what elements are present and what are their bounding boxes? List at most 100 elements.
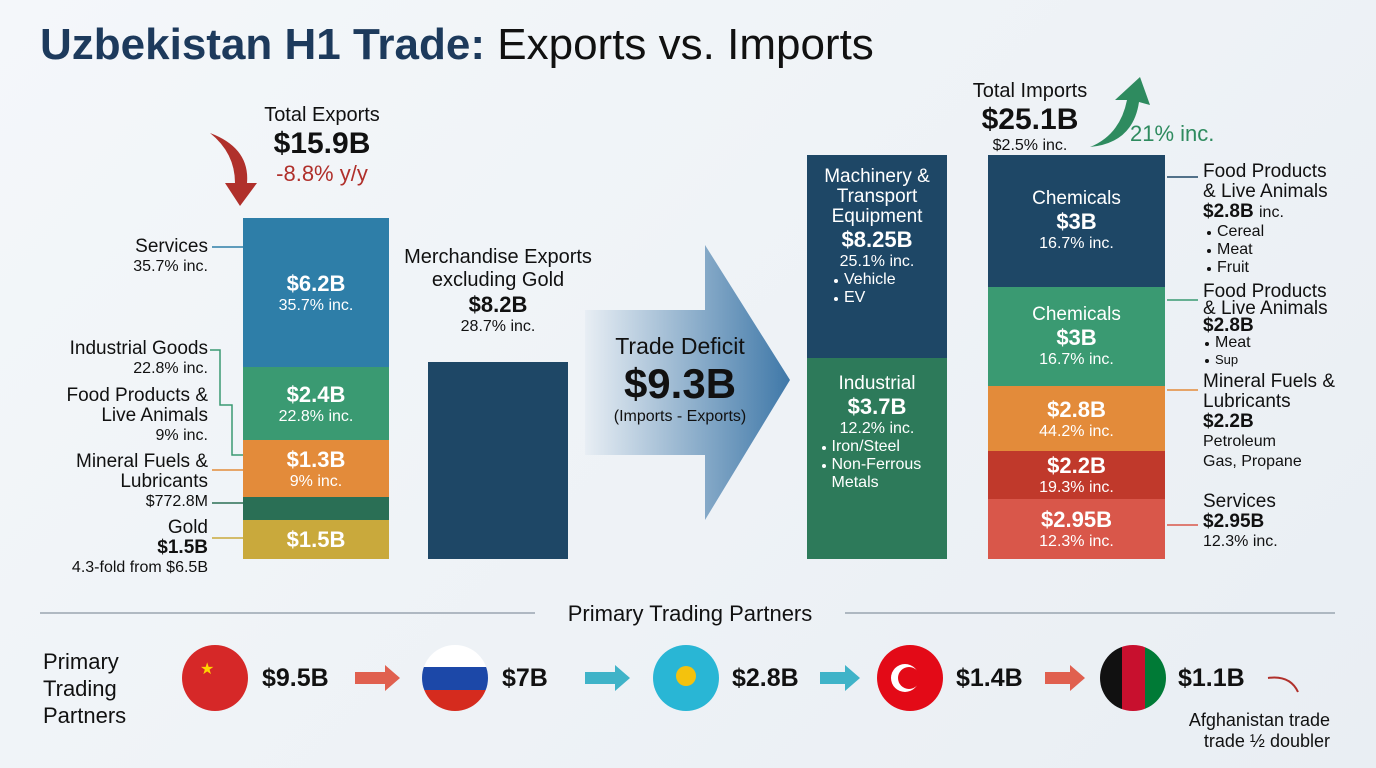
up-arrow bbox=[1090, 77, 1150, 147]
partners-label: Primary Trading Partners bbox=[43, 649, 127, 728]
value: $2.8B bbox=[1203, 201, 1254, 222]
note: 12.3% inc. bbox=[1039, 533, 1114, 550]
name: Gold bbox=[167, 517, 208, 538]
note: 35.7% inc. bbox=[278, 296, 354, 314]
side-label: Gold $1.5B 4.3-fold from $6.5B bbox=[20, 518, 208, 578]
item: Meat bbox=[1203, 334, 1343, 351]
title: Uzbekistan H1 Trade: Exports vs. Imports bbox=[40, 20, 874, 70]
name: Chemicals bbox=[1032, 188, 1121, 209]
label: Trade Deficit bbox=[615, 333, 745, 359]
imports-header: Total Imports $25.1B $2.5% inc. bbox=[960, 80, 1100, 155]
segment: Chemicals $3B 16.7% inc. bbox=[988, 155, 1165, 287]
note: (Imports - Exports) bbox=[613, 408, 747, 425]
item: Meat bbox=[1205, 241, 1343, 259]
label: Total Exports bbox=[264, 104, 380, 126]
note: 28.7% inc. bbox=[460, 318, 536, 335]
svg-text:★: ★ bbox=[200, 661, 214, 678]
name: Machinery & Transport Equipment bbox=[824, 166, 930, 227]
value: $2.4B bbox=[286, 381, 346, 407]
side-label: Food Products & Live Animals 9% inc. bbox=[40, 386, 208, 446]
note: 16.7% inc. bbox=[1039, 350, 1114, 368]
segment: $2.2B 19.3% inc. bbox=[988, 451, 1165, 499]
value: $3B bbox=[1056, 324, 1097, 350]
side-label: Food Products & Live Animals $2.8B inc. Ce… bbox=[1203, 162, 1343, 277]
note: 35.7% inc. bbox=[133, 258, 208, 275]
merchandise: Merchandise Exports excluding Gold $8.2B… bbox=[398, 246, 598, 336]
item: Sup bbox=[1203, 351, 1343, 368]
value: $3B bbox=[1056, 209, 1097, 234]
name: Food Products & Live Animals bbox=[66, 385, 208, 426]
segment bbox=[243, 497, 389, 520]
segment: $6.2B 35.7% inc. bbox=[243, 218, 389, 367]
note: 44.2% inc. bbox=[1039, 422, 1114, 440]
suffix: inc. bbox=[1258, 204, 1284, 221]
note: 22.8% inc. bbox=[133, 360, 208, 377]
name: Industrial bbox=[838, 373, 916, 394]
item: Fruit bbox=[1205, 259, 1343, 277]
side-label: Services $2.95B 12.3% inc. bbox=[1203, 492, 1343, 552]
item: Petroleum bbox=[1203, 433, 1276, 450]
note: 19.3% inc. bbox=[1039, 479, 1114, 496]
note: 25.1% inc. bbox=[839, 253, 915, 270]
partner-value: $1.4B bbox=[956, 664, 1023, 692]
value: $1.5B bbox=[286, 526, 346, 552]
side-label: Services 35.7% inc. bbox=[60, 237, 208, 277]
item: Cereal bbox=[1205, 223, 1343, 241]
item: Gas, Propane bbox=[1203, 453, 1302, 470]
segment: $2.95B 12.3% inc. bbox=[988, 499, 1165, 559]
partner-value: $2.8B bbox=[732, 664, 799, 692]
note: 9% inc. bbox=[155, 427, 208, 444]
segment: Industrial $3.7B 12.2% inc. Iron/Steel Non-F… bbox=[807, 358, 947, 559]
label: Total Imports bbox=[972, 80, 1088, 102]
title-bold: Uzbekistan H1 Trade: bbox=[40, 20, 486, 69]
segment: $1.5B bbox=[243, 520, 389, 559]
exports-header: Total Exports $15.9B -8.8% y/y bbox=[232, 104, 412, 187]
growth: 21% inc. bbox=[1130, 121, 1215, 146]
note: 12.2% inc. bbox=[839, 420, 915, 437]
side-label: Food Products & Live Animals $2.8B Meat Sup bbox=[1203, 281, 1343, 368]
value: $2.2B bbox=[1047, 453, 1106, 478]
value: $2.95B bbox=[1041, 507, 1112, 532]
segment: $1.3B 9% inc. bbox=[243, 440, 389, 497]
name: Services bbox=[135, 236, 208, 257]
value: $6.2B bbox=[286, 270, 346, 296]
note: 4.3-fold from $6.5B bbox=[71, 559, 208, 576]
note: 9% inc. bbox=[289, 472, 343, 490]
segment: Chemicals $3B 16.7% inc. bbox=[988, 287, 1165, 386]
partners-note: Afghanistan trade trade ½ doubler bbox=[1188, 710, 1330, 751]
value: $2.95B bbox=[1203, 511, 1265, 532]
side-label: Industrial Goods 22.8% inc. bbox=[30, 339, 208, 379]
partner-flags: ★ bbox=[182, 645, 1299, 711]
deficit-arrow bbox=[585, 245, 790, 520]
note: $2.5% inc. bbox=[992, 137, 1068, 154]
name: Food Products & Live Animals bbox=[1203, 281, 1328, 319]
item: Vehicle bbox=[832, 271, 922, 289]
value: $8.25B bbox=[841, 227, 913, 252]
value: $2.8B bbox=[1047, 396, 1106, 422]
value: $8.2B bbox=[468, 292, 528, 317]
note: 22.8% inc. bbox=[278, 407, 354, 425]
partner-value: $9.5B bbox=[262, 664, 329, 692]
partner-value: $1.1B bbox=[1178, 664, 1245, 692]
title-rest: Exports vs. Imports bbox=[497, 20, 874, 69]
value: $3.7B bbox=[847, 394, 907, 419]
side-label: Mineral Fuels & Lubricants $2.2B Petroleum… bbox=[1203, 372, 1343, 472]
item: Iron/Steel bbox=[820, 438, 935, 456]
down-arrow bbox=[210, 133, 257, 206]
value: $1.3B bbox=[286, 446, 346, 472]
note: 12.3% inc. bbox=[1203, 533, 1278, 550]
value: $9.3B bbox=[623, 360, 737, 407]
value: $1.5B bbox=[157, 537, 208, 558]
name: Services bbox=[1203, 491, 1276, 512]
segment: $2.8B 44.2% inc. bbox=[988, 386, 1165, 451]
merchandise-bar bbox=[428, 362, 568, 559]
value: $25.1B bbox=[981, 103, 1079, 136]
name: Industrial Goods bbox=[69, 338, 208, 359]
name: Mineral Fuels & Lubricants bbox=[1203, 371, 1335, 412]
name: Food Products & Live Animals bbox=[1203, 161, 1328, 202]
item: EV bbox=[832, 289, 922, 307]
value: $2.8B bbox=[1203, 315, 1254, 336]
note: $772.8M bbox=[145, 493, 208, 510]
